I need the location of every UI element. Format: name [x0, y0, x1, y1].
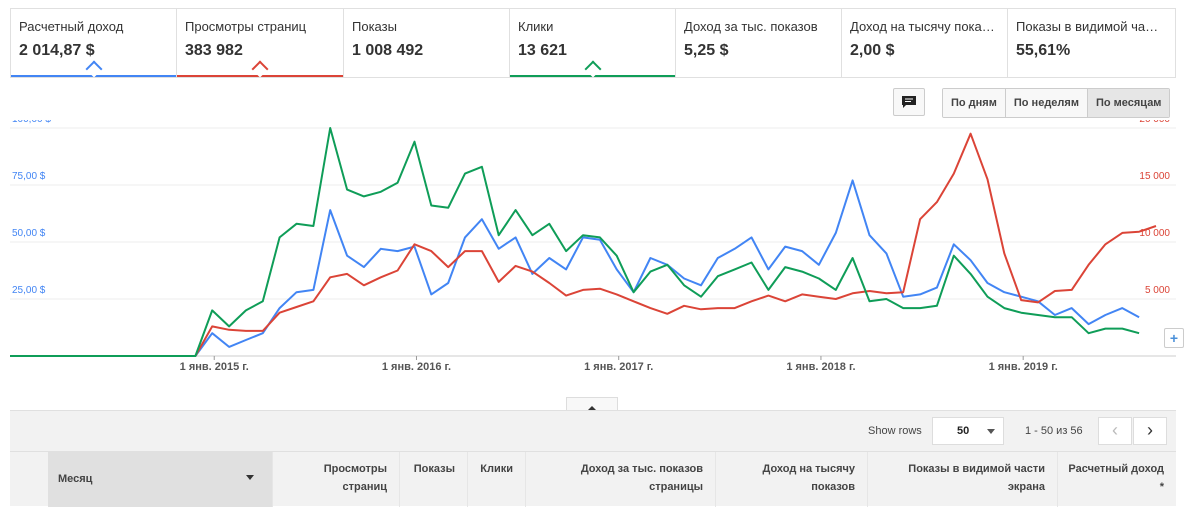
x-axis-tick-label: 1 янв. 2019 г.	[989, 361, 1058, 373]
column-header-label: Просмотры	[323, 463, 387, 475]
left-axis-tick-label: 25,00 $	[12, 285, 46, 296]
column-header-label: Показы в видимой части	[908, 463, 1045, 475]
period-button-months[interactable]: По месяцам	[1087, 89, 1170, 117]
metric-value: 5,25 $	[684, 42, 729, 59]
right-axis-tick-label: 5 000	[1145, 285, 1170, 296]
series-line-estimated-earnings	[10, 179, 1140, 357]
next-page-button[interactable]: ›	[1133, 417, 1167, 445]
column-header-label-line2: показов	[811, 481, 855, 493]
x-axis-tick-label: 1 янв. 2018 г.	[786, 361, 855, 373]
metric-label: Доход за тыс. показов	[684, 19, 818, 34]
right-axis-tick-label: 15 000	[1139, 171, 1170, 182]
caret-up-icon	[587, 406, 597, 411]
metric-card-clicks[interactable]: Клики 13 621	[510, 9, 676, 77]
series-line-page-views	[10, 132, 1157, 357]
table-header: Месяц Просмотры страниц Показы Клики Дох…	[10, 451, 1176, 507]
column-header-active-view[interactable]: Показы в видимой части экрана	[868, 452, 1058, 507]
metric-cards: Расчетный доход 2 014,87 $ Просмотры стр…	[10, 8, 1176, 78]
metric-value: 55,61%	[1016, 42, 1071, 59]
metric-label: Расчетный доход	[19, 19, 124, 34]
performance-chart: 25,00 $ 50,00 $ 75,00 $ 100,00 $ 5 000 10 00…	[10, 120, 1176, 373]
metric-label: Клики	[518, 19, 554, 34]
right-axis-tick-label: 10 000	[1139, 228, 1170, 239]
show-rows-label: Show rows	[868, 425, 922, 437]
pagination-range: 1 - 50 из 56	[1025, 425, 1083, 437]
left-axis-tick-label: 50,00 $	[12, 228, 46, 239]
left-axis-tick-label: 100,00 $	[12, 120, 51, 125]
metric-card-impression-rpm[interactable]: Доход на тысячу пока… 2,00 $	[842, 9, 1008, 77]
metric-value: 2 014,87 $	[19, 42, 95, 59]
column-header-label: Месяц	[58, 473, 93, 485]
collapse-chart-button[interactable]	[566, 397, 618, 412]
metric-value: 13 621	[518, 42, 567, 59]
report-table: Show rows 50 1 - 50 из 56 ‹ › Месяц Прос…	[10, 410, 1176, 507]
column-header-clicks[interactable]: Клики	[468, 452, 526, 507]
column-header-label-line2: страниц	[342, 481, 387, 493]
metric-value: 1 008 492	[352, 42, 424, 59]
add-series-button[interactable]: +	[1164, 328, 1184, 348]
metric-label: Показы в видимой ча…	[1016, 19, 1159, 34]
left-axis-tick-label: 75,00 $	[12, 171, 46, 182]
x-axis-tick-label: 1 янв. 2015 г.	[180, 361, 249, 373]
metric-card-page-views[interactable]: Просмотры страниц 383 982	[177, 9, 344, 77]
period-button-weeks[interactable]: По неделям	[1005, 89, 1088, 117]
column-header-page-rpm[interactable]: Доход за тыс. показов страницы	[526, 452, 716, 507]
period-button-days[interactable]: По дням	[943, 89, 1006, 117]
right-axis-labels: 5 000 10 000 15 000 20 000	[1139, 120, 1170, 296]
right-axis-tick-label: 20 000	[1139, 120, 1170, 125]
period-toggle: По дням По неделям По месяцам	[942, 88, 1171, 118]
column-header-label-line2: *	[1159, 481, 1164, 493]
add-annotation-button[interactable]	[893, 88, 925, 116]
rows-per-page-value: 50	[957, 425, 970, 437]
metric-value: 383 982	[185, 42, 243, 59]
column-header-label-line2: экрана	[1007, 481, 1045, 493]
x-axis-tick-label: 1 янв. 2016 г.	[382, 361, 451, 373]
comment-icon	[902, 96, 916, 108]
column-header-label: Клики	[480, 463, 513, 475]
column-header-label: Доход на тысячу	[762, 463, 855, 475]
column-header-label: Расчетный доход	[1068, 463, 1164, 475]
chevron-down-icon	[987, 429, 995, 434]
column-header-label-line2: страницы	[649, 481, 703, 493]
series-line-clicks	[10, 127, 1140, 357]
metric-card-impressions[interactable]: Показы 1 008 492	[344, 9, 510, 77]
chevron-down-icon	[246, 475, 254, 480]
metric-label: Показы	[352, 19, 397, 34]
column-header-impressions[interactable]: Показы	[400, 452, 468, 507]
metric-value: 2,00 $	[850, 42, 895, 59]
metric-label: Доход на тысячу пока…	[850, 19, 995, 34]
column-header-label: Доход за тыс. показов	[580, 463, 703, 475]
rows-per-page-select[interactable]: 50	[932, 417, 1004, 445]
column-header-label: Показы	[413, 463, 455, 475]
x-axis-labels: 1 янв. 2015 г. 1 янв. 2016 г. 1 янв. 2017 …	[180, 356, 1058, 373]
prev-page-button[interactable]: ‹	[1098, 417, 1132, 445]
left-axis-labels: 25,00 $ 50,00 $ 75,00 $ 100,00 $	[12, 120, 51, 296]
column-header-impression-rpm[interactable]: Доход на тысячу показов	[716, 452, 868, 507]
metric-label: Просмотры страниц	[185, 19, 307, 34]
column-header-month[interactable]: Месяц	[48, 452, 273, 507]
metric-card-active-view[interactable]: Показы в видимой ча… 55,61%	[1008, 9, 1176, 77]
column-header-estimated-earnings[interactable]: Расчетный доход *	[1058, 452, 1176, 507]
metric-card-page-rpm[interactable]: Доход за тыс. показов 5,25 $	[676, 9, 842, 77]
chart-grid	[10, 127, 1176, 357]
chart-lines	[10, 127, 1157, 357]
metric-card-estimated-earnings[interactable]: Расчетный доход 2 014,87 $	[10, 9, 177, 77]
x-axis-tick-label: 1 янв. 2017 г.	[584, 361, 653, 373]
column-header-page-views[interactable]: Просмотры страниц	[273, 452, 400, 507]
